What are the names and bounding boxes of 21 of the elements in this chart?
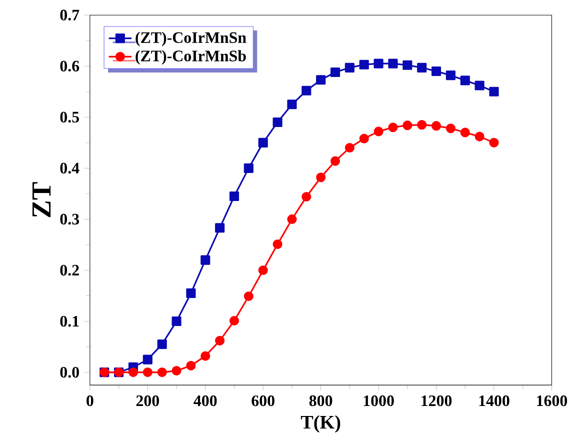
y-tick-label: 0.2 [60, 264, 79, 276]
y-tick-label: 0.6 [60, 60, 80, 72]
x-tick-label: 1400 [479, 395, 510, 406]
y-tick-label: 0.4 [60, 162, 80, 174]
y-tick-label: 0.7 [60, 10, 80, 21]
x-tick-label: 600 [252, 395, 274, 406]
x-tick-label: 200 [136, 395, 159, 406]
y-tick-label: 0.5 [60, 112, 79, 123]
legend-label: (ZT)-CoIrMnSb [136, 50, 246, 65]
x-tick-label: 1000 [364, 395, 394, 406]
x-tick-label: 0 [86, 395, 94, 406]
x-axis-title: T(K) [300, 415, 340, 433]
legend-label: (ZT)-CoIrMnSn [136, 32, 246, 46]
y-tick-label: 0.1 [60, 316, 79, 327]
y-axis-title: ZT [32, 182, 51, 218]
y-tick-label: 0.3 [60, 214, 80, 225]
x-tick-label: 1600 [537, 395, 568, 406]
x-tick-label: 400 [194, 395, 217, 406]
x-tick-label: 1200 [422, 395, 452, 406]
y-tick-label: 0.0 [60, 366, 79, 378]
x-tick-label: 800 [309, 395, 332, 406]
